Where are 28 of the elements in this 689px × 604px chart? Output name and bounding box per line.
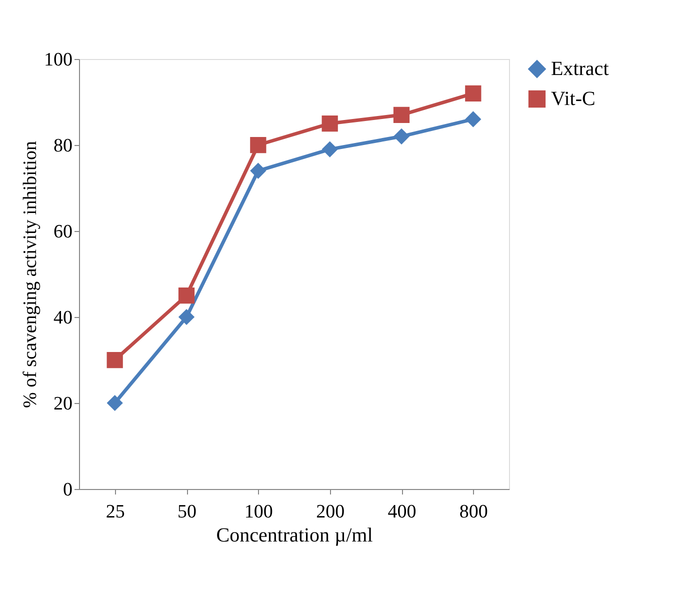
x-tick-label: 100 — [244, 502, 273, 522]
y-tick-label: 60 — [54, 222, 72, 242]
y-tick-label: 100 — [44, 50, 72, 70]
legend-label: Vit-C — [551, 88, 596, 110]
y-tick-label: 40 — [54, 308, 72, 328]
point — [322, 115, 338, 132]
y-tick-label: 80 — [54, 136, 72, 156]
point — [465, 111, 482, 128]
point — [393, 106, 410, 123]
point — [250, 162, 266, 179]
point — [106, 352, 123, 368]
y-tick-label: 0 — [63, 480, 72, 500]
x-tick-label: 400 — [388, 502, 416, 522]
point — [322, 141, 338, 158]
point — [393, 128, 410, 144]
point — [250, 136, 266, 154]
point — [465, 85, 482, 102]
point — [106, 394, 123, 412]
y-tick-label: 20 — [54, 394, 72, 414]
x-tick-label: 50 — [178, 502, 196, 522]
legend-label: Extract — [551, 58, 610, 80]
x-axis-title: Concentration µ/ml — [216, 524, 374, 546]
y-axis-title: % of scavenging activity inhibition — [20, 140, 41, 408]
point — [178, 287, 195, 304]
x-tick-label: 25 — [106, 502, 125, 522]
x-tick-label: 200 — [316, 502, 345, 522]
x-tick-label: 800 — [459, 502, 488, 522]
point — [178, 308, 195, 326]
